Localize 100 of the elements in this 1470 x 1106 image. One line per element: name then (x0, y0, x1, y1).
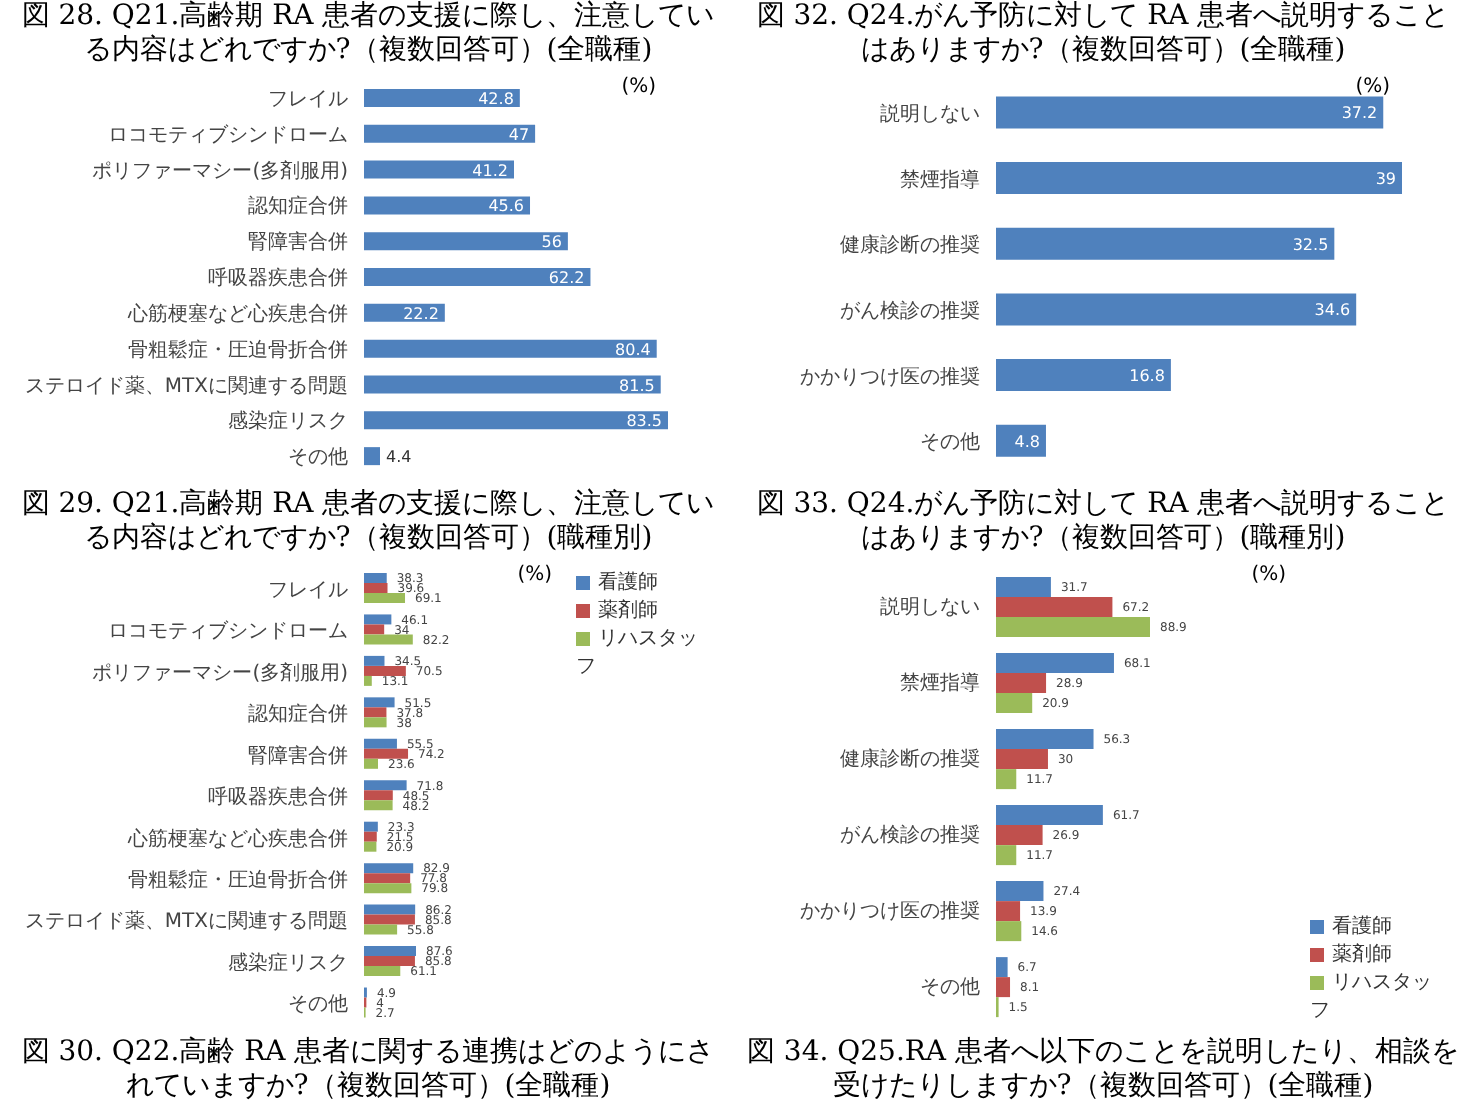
y-tick-label: その他 (920, 975, 980, 1000)
y-tick-label: ステロイド薬、MTXに関連する問題 (24, 373, 348, 398)
bar (364, 268, 591, 287)
caption: 図 34. Q25.RA 患者へ以下のことを説明したり、相談を受けたりしますか?（複数回答可）(全職種) (744, 1036, 1461, 1104)
y-tick-label: 心筋梗塞など心疾患合併 (126, 826, 348, 851)
y-tick-label: ロコモティブシンドローム (108, 122, 348, 147)
y-tick-label: かかりつけ医の推奨 (800, 899, 980, 924)
data-label: 41.2 (472, 161, 508, 180)
bar (364, 665, 406, 676)
y-tick-label: 禁煙指導 (900, 167, 980, 192)
chart-title: 図 33. Q24.がん予防に対して RA 患者へ説明することはありますか?（複数回答可）(職種別) (754, 488, 1452, 558)
bar (364, 707, 387, 718)
y-tick-label: 呼吸器疾患合併 (208, 785, 348, 810)
bar (996, 901, 1021, 922)
bar (996, 845, 1017, 866)
legend-label: リハスタッフ (1310, 972, 1432, 1022)
caption: 図 30. Q22.高齢 RA 患者に関する連携はどのようにされていますか?（複数回答可）(全職種) (19, 1036, 717, 1104)
y-tick-label: 説明しない (880, 595, 980, 620)
y-tick-label: ステロイド薬、MTXに関連する問題 (24, 909, 348, 934)
y-tick-label: その他 (288, 992, 348, 1017)
bar (996, 769, 1017, 790)
bar (364, 904, 416, 915)
data-label: 62.2 (548, 269, 585, 288)
data-label: 22.2 (403, 304, 439, 323)
y-tick-label: 健康診断の推奨 (840, 233, 980, 258)
bar (364, 339, 657, 358)
y-tick-label: 感染症リスク (228, 409, 348, 434)
bar (364, 831, 377, 842)
bar (364, 160, 514, 179)
bar (996, 673, 1047, 694)
y-tick-label: 禁煙指導 (900, 671, 980, 696)
bar (364, 914, 415, 925)
y-tick-label: 説明しない (880, 101, 980, 126)
bar (996, 293, 1357, 326)
bar (364, 841, 377, 852)
bar (996, 424, 1046, 457)
data-label: 39 (1375, 170, 1396, 189)
y-tick-label: その他 (288, 445, 348, 470)
bar (364, 614, 392, 625)
y-tick-label: ポリファーマシー(多剤服用) (92, 660, 349, 685)
bar (364, 946, 416, 957)
bar (996, 617, 1150, 638)
annotation: (%) (1355, 76, 1390, 98)
y-tick-label: 心筋梗塞など心疾患合併 (126, 301, 348, 326)
bar (364, 924, 398, 935)
data-label: 32.5 (1292, 235, 1329, 254)
annotation: (%) (621, 76, 656, 98)
bar (364, 624, 385, 635)
bar (996, 921, 1022, 942)
data-label: 37.2 (1341, 104, 1378, 123)
y-tick-label: 認知症合併 (248, 194, 348, 219)
bar (996, 693, 1033, 714)
data-label: 16.8 (1129, 367, 1165, 386)
legend-label: リハスタッフ (576, 628, 698, 678)
bar (364, 966, 401, 977)
text: (%) (1251, 564, 1286, 586)
bar (364, 582, 388, 593)
bar (364, 790, 393, 801)
bar (364, 634, 413, 645)
data-label: 4.4 (386, 448, 412, 467)
bar (364, 592, 406, 603)
y-tick-label: がん検診の推奨 (840, 298, 980, 323)
text: (%) (517, 564, 552, 586)
y-tick-label: ポリファーマシー(多剤服用) (92, 158, 349, 183)
y-tick-label: ロコモティブシンドローム (108, 619, 348, 644)
data-label: 4.8 (1014, 432, 1040, 451)
bar (996, 881, 1044, 902)
bar (364, 375, 661, 394)
bar (364, 655, 385, 666)
y-tick-label: その他 (920, 430, 980, 455)
y-tick-label: 腎障害合併 (248, 230, 348, 255)
bar (996, 227, 1335, 260)
bar (364, 863, 414, 874)
bar (364, 758, 379, 769)
chart-title: 図 32. Q24.がん予防に対して RA 患者へ説明することはありますか?（複数回答可）(全職種) (754, 0, 1452, 70)
y-tick-label: 呼吸器疾患合併 (208, 266, 348, 291)
bar (996, 977, 1011, 998)
bar (996, 162, 1402, 195)
bar (364, 780, 407, 791)
bar (996, 96, 1384, 129)
data-label: 42.8 (478, 89, 514, 108)
y-tick-label: 腎障害合併 (248, 743, 348, 768)
bar (364, 748, 409, 759)
legend-label: 薬剤師 (1332, 944, 1392, 966)
bar (364, 697, 395, 708)
y-tick-label: 骨粗鬆症・圧迫骨折合併 (128, 868, 348, 893)
bar (364, 88, 520, 107)
chart-title: 図 29. Q21.高齢期 RA 患者の支援に際し、注意している内容はどれですか?（複数回答可）(職種別) (19, 488, 717, 558)
bar (996, 805, 1103, 826)
data-label: 56 (541, 233, 562, 252)
data-label: 45.6 (488, 197, 525, 216)
bar (364, 956, 415, 967)
bar (364, 447, 381, 466)
bar (364, 124, 536, 143)
data-label: 80.4 (615, 340, 651, 359)
bar (364, 873, 411, 884)
legend-label: 薬剤師 (598, 600, 658, 622)
bar (364, 717, 387, 728)
bar (996, 825, 1043, 846)
y-tick-label: かかりつけ医の推奨 (800, 364, 980, 389)
